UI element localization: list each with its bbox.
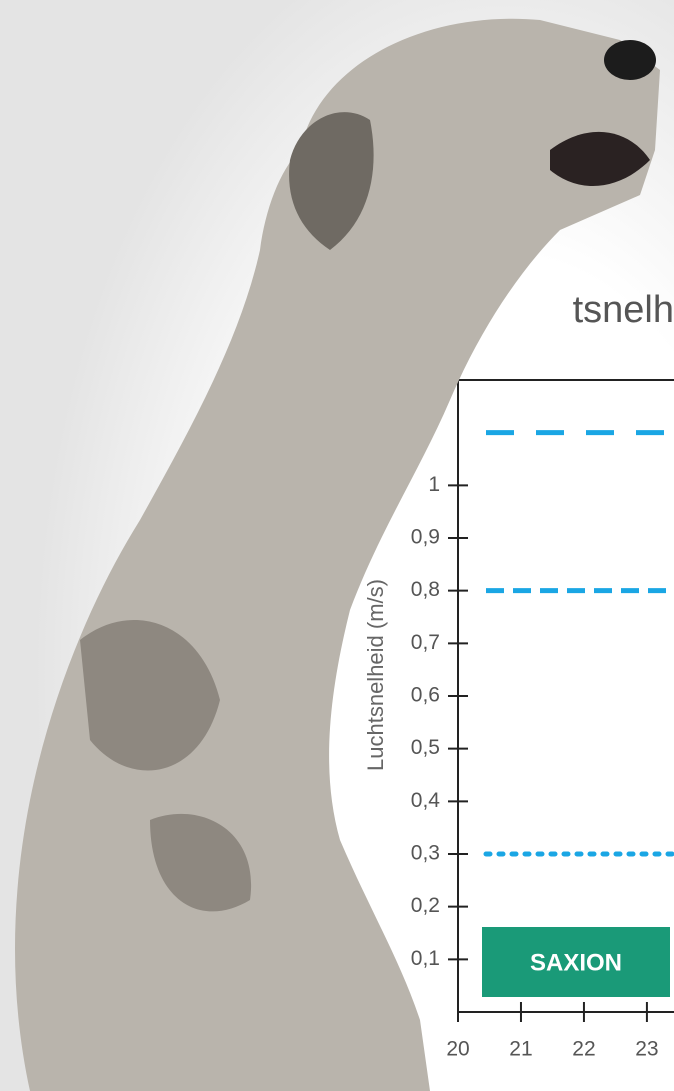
y-tick-label: 0,6 (411, 684, 440, 707)
logo: SAXION (482, 927, 670, 997)
chart-title: tsnelh (573, 289, 674, 331)
y-axis-label: Luchtsnelheid (m/s) (363, 579, 388, 771)
y-tick-label: 0,5 (411, 736, 440, 759)
y-tick-label: 0,4 (411, 789, 441, 812)
logo-text: SAXION (530, 949, 622, 976)
dog (15, 18, 660, 1091)
x-tick-label: 20 (446, 1038, 469, 1061)
dog-mouth (550, 131, 650, 187)
y-tick-label: 0,1 (411, 947, 440, 970)
x-tick-label: 22 (572, 1038, 595, 1061)
dog-ear (289, 112, 374, 250)
axes: 0,1 0,2 0,3 0,4 0,5 0,6 0,7 0,8 0,9 1 20 21 22 23 (411, 379, 674, 1061)
y-tick-label: 0,7 (411, 631, 440, 654)
dog-nose (604, 40, 656, 80)
y-tick-label: 1 (428, 473, 440, 496)
y-tick-label: 0,9 (411, 526, 440, 549)
x-tick-label: 21 (509, 1038, 532, 1061)
y-tick-label: 0,8 (411, 578, 440, 601)
x-tick-label: 23 (635, 1038, 658, 1061)
y-tick-label: 0,3 (411, 842, 440, 865)
logo-box (482, 927, 670, 997)
y-tick-label: 0,2 (411, 894, 440, 917)
dog-shade (80, 620, 252, 912)
